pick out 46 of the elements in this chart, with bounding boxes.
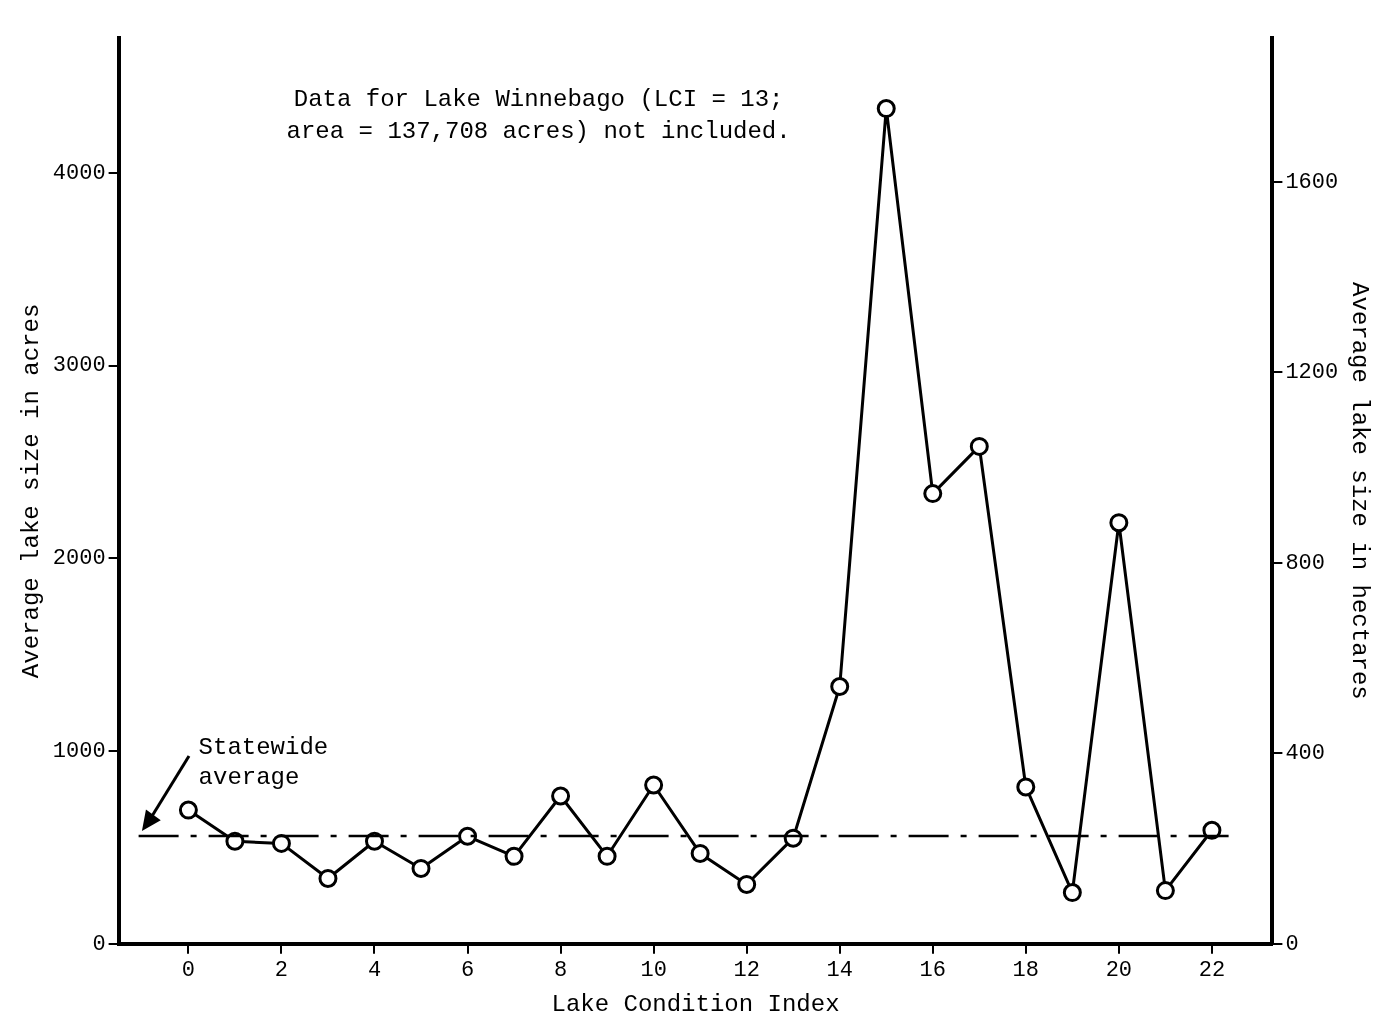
point bbox=[690, 843, 710, 863]
point bbox=[411, 858, 431, 878]
point bbox=[830, 677, 850, 697]
x-tick-label: 6 bbox=[460, 957, 475, 983]
point bbox=[923, 484, 943, 504]
y2-tick-label: 800 bbox=[1285, 550, 1325, 576]
x-tick-label: 8 bbox=[553, 957, 568, 983]
point bbox=[1109, 513, 1129, 533]
y-tick-label: 0 bbox=[92, 931, 106, 957]
x-tick-label: 14 bbox=[826, 957, 853, 983]
x-tick-label: 12 bbox=[733, 957, 760, 983]
x-tick-label: 18 bbox=[1012, 957, 1040, 983]
x-tick-label: 16 bbox=[919, 957, 946, 983]
point bbox=[876, 99, 896, 119]
point bbox=[458, 826, 478, 846]
point bbox=[318, 868, 338, 888]
point bbox=[178, 800, 198, 820]
point bbox=[644, 775, 664, 795]
y2-tick-label: 1600 bbox=[1285, 169, 1339, 195]
point bbox=[969, 436, 989, 456]
y-tick-label: 2000 bbox=[52, 546, 106, 572]
x-tick-label: 22 bbox=[1198, 957, 1226, 983]
point bbox=[597, 846, 617, 866]
y-axis-title: Average lake size in acres bbox=[17, 303, 45, 679]
point bbox=[1016, 777, 1036, 797]
y2-tick-label: 400 bbox=[1285, 741, 1325, 767]
x-tick-label: 10 bbox=[640, 957, 667, 983]
x-axis-title: Lake Condition Index bbox=[551, 990, 840, 1018]
point bbox=[551, 786, 571, 806]
y-tick-label: 4000 bbox=[52, 160, 106, 186]
point bbox=[504, 846, 524, 866]
y2-tick-label: 1200 bbox=[1285, 360, 1339, 386]
ref-line-label: Statewide average bbox=[198, 734, 329, 792]
x-tick-label: 2 bbox=[274, 957, 289, 983]
x-tick-label: 0 bbox=[181, 957, 195, 983]
point bbox=[1155, 881, 1175, 901]
point bbox=[271, 833, 291, 853]
y2-tick-label: 0 bbox=[1285, 931, 1299, 957]
y-tick-label: 3000 bbox=[52, 353, 106, 379]
x-tick-label: 20 bbox=[1105, 957, 1133, 983]
point bbox=[737, 874, 757, 894]
x-tick-label: 4 bbox=[367, 957, 382, 983]
y2-axis-title: Average lake size in hectares bbox=[1346, 282, 1374, 700]
annotation: Data for Lake Winnebago (LCI = 13; area = 137,708 acres) not included. bbox=[286, 86, 791, 146]
y-tick-label: 1000 bbox=[52, 738, 106, 764]
point bbox=[1062, 883, 1082, 903]
